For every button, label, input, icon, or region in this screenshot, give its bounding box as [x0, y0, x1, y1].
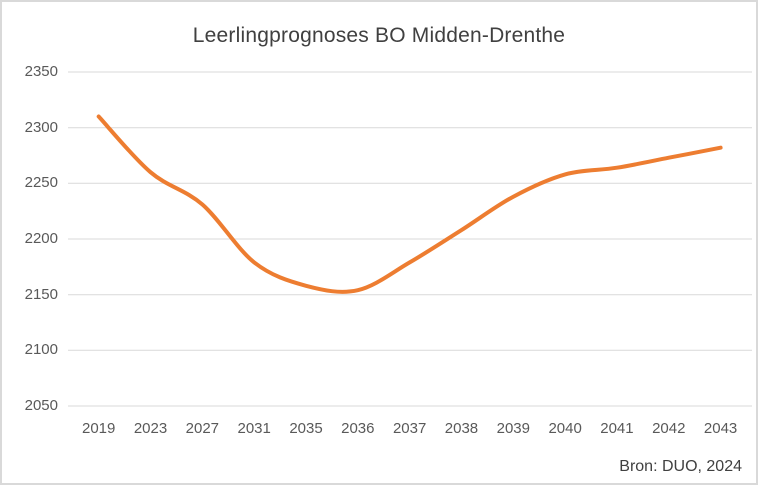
y-axis-tick-label: 2300 [24, 118, 58, 136]
y-axis-tick-label: 2150 [24, 285, 58, 303]
x-axis-tick-label: 2039 [496, 420, 530, 437]
x-axis-tick-label: 2035 [289, 420, 323, 437]
x-axis-tick-label: 2023 [133, 420, 168, 437]
x-axis-tick-label: 2040 [548, 420, 582, 437]
x-axis-tick-label: 2027 [185, 420, 220, 437]
chart-title: Leerlingprognoses BO Midden-Drenthe [192, 24, 566, 47]
x-axis-tick-label: 2019 [82, 420, 116, 437]
y-axis-tick-label: 2250 [24, 174, 58, 192]
x-axis-tick-label: 2036 [341, 420, 375, 437]
y-axis-tick-label: 2350 [24, 63, 58, 80]
y-axis-tick-label: 2100 [24, 341, 58, 359]
x-axis-tick-label: 2037 [392, 420, 427, 437]
x-axis-tick-label: 2038 [444, 420, 479, 437]
x-axis-tick-label: 2031 [237, 420, 271, 437]
source-note: Bron: DUO, 2024 [619, 458, 742, 475]
y-axis-tick-label: 2200 [24, 230, 58, 247]
series-line-leerlingprognose [96, 114, 723, 294]
x-axis-tick-label: 2042 [652, 420, 686, 437]
x-axis-tick-label: 2043 [703, 420, 738, 437]
x-axis-tick-label: 2041 [600, 420, 634, 437]
y-axis-tick-label: 2050 [24, 397, 58, 414]
